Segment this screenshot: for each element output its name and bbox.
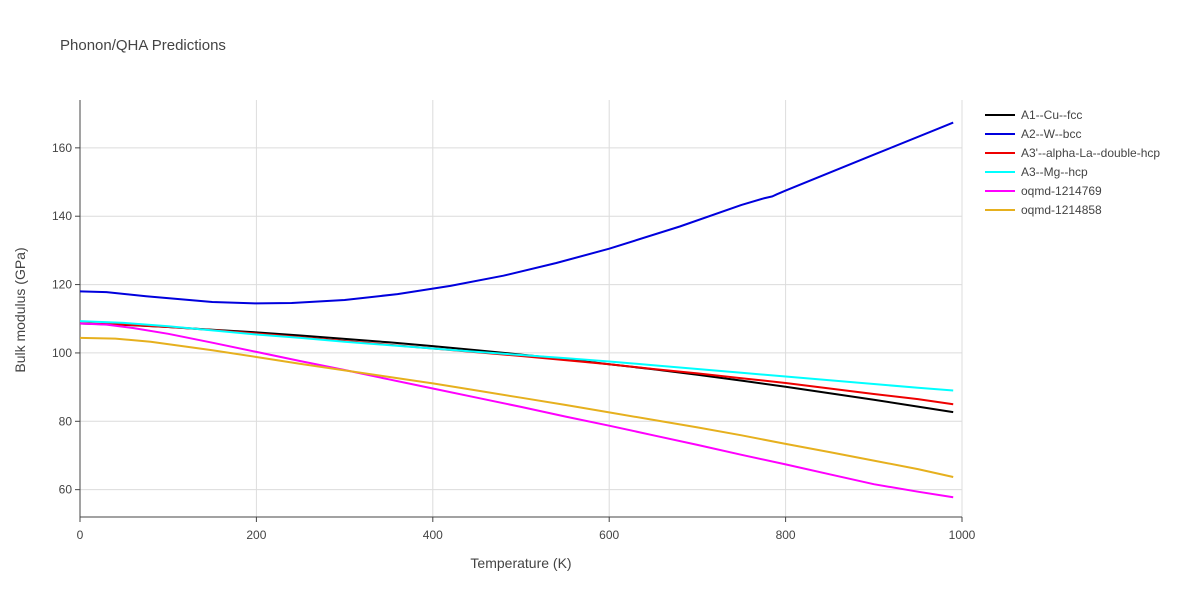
ticks: 0 200 400 600 800 1000 60 80 100 120 140 160 bbox=[52, 141, 976, 542]
x-tick-label: 400 bbox=[423, 528, 443, 542]
chart-title: Phonon/QHA Predictions bbox=[60, 37, 226, 54]
x-tick-label: 600 bbox=[599, 528, 619, 542]
series-line-4 bbox=[79, 320, 954, 392]
y-tick-label: 80 bbox=[59, 414, 73, 428]
legend-item-2[interactable]: A2--W--bcc bbox=[985, 127, 1081, 141]
legend-item-3[interactable]: A3'--alpha-La--double-hcp bbox=[985, 146, 1160, 160]
legend-label: oqmd-1214769 bbox=[1021, 184, 1102, 198]
x-tick-label: 0 bbox=[77, 528, 84, 542]
y-tick-label: 120 bbox=[52, 278, 72, 292]
y-axis-title: Bulk modulus (GPa) bbox=[12, 247, 28, 372]
series-line-5 bbox=[79, 322, 954, 499]
x-axis-title: Temperature (K) bbox=[470, 555, 571, 571]
y-tick-label: 160 bbox=[52, 141, 72, 155]
legend-label: oqmd-1214858 bbox=[1021, 203, 1102, 217]
x-tick-label: 1000 bbox=[949, 528, 976, 542]
legend-item-1[interactable]: A1--Cu--fcc bbox=[985, 108, 1082, 122]
legend-item-4[interactable]: A3--Mg--hcp bbox=[985, 165, 1088, 179]
series-layer bbox=[79, 121, 954, 499]
series-line-2 bbox=[79, 121, 954, 305]
legend-label: A3--Mg--hcp bbox=[1021, 165, 1088, 179]
legend-label: A2--W--bcc bbox=[1021, 127, 1081, 141]
y-tick-label: 60 bbox=[59, 483, 73, 497]
legend-label: A1--Cu--fcc bbox=[1021, 108, 1082, 122]
axes bbox=[79, 100, 962, 518]
legend-label: A3'--alpha-La--double-hcp bbox=[1021, 146, 1160, 160]
series-line-6 bbox=[79, 336, 954, 478]
y-tick-label: 140 bbox=[52, 209, 72, 223]
legend-item-5[interactable]: oqmd-1214769 bbox=[985, 184, 1102, 198]
legend-item-6[interactable]: oqmd-1214858 bbox=[985, 203, 1102, 217]
legend[interactable]: A1--Cu--fcc A2--W--bcc A3'--alpha-La--doub… bbox=[985, 108, 1160, 217]
x-tick-label: 200 bbox=[246, 528, 266, 542]
y-tick-label: 100 bbox=[52, 346, 72, 360]
x-tick-label: 800 bbox=[776, 528, 796, 542]
